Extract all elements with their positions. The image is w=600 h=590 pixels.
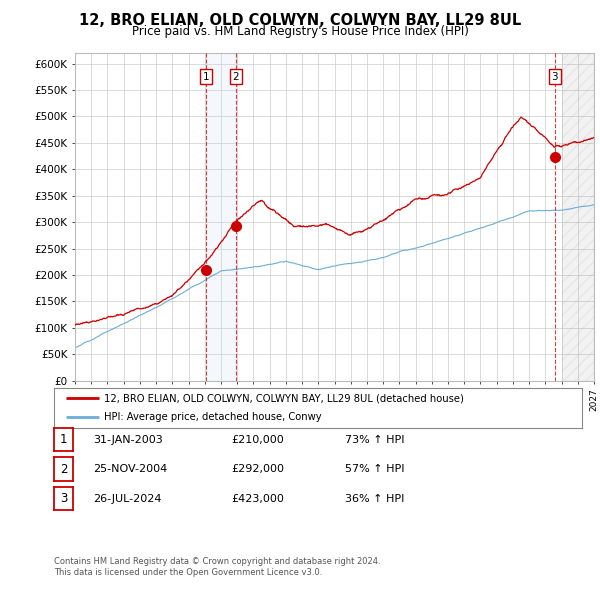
Text: 2: 2 [60,463,67,476]
Text: 73% ↑ HPI: 73% ↑ HPI [345,435,404,444]
Bar [206,53,236,381]
Text: Price paid vs. HM Land Registry's House Price Index (HPI): Price paid vs. HM Land Registry's House … [131,25,469,38]
Text: 2: 2 [233,72,239,82]
Text: £210,000: £210,000 [231,435,284,444]
Text: 12, BRO ELIAN, OLD COLWYN, COLWYN BAY, LL29 8UL: 12, BRO ELIAN, OLD COLWYN, COLWYN BAY, L… [79,13,521,28]
Text: Contains HM Land Registry data © Crown copyright and database right 2024.: Contains HM Land Registry data © Crown c… [54,558,380,566]
Text: 3: 3 [551,72,558,82]
Text: £292,000: £292,000 [231,464,284,474]
Text: 36% ↑ HPI: 36% ↑ HPI [345,494,404,503]
Text: This data is licensed under the Open Government Licence v3.0.: This data is licensed under the Open Gov… [54,568,322,577]
Text: HPI: Average price, detached house, Conwy: HPI: Average price, detached house, Conw… [104,412,322,422]
Text: 57% ↑ HPI: 57% ↑ HPI [345,464,404,474]
Text: 31-JAN-2003: 31-JAN-2003 [93,435,163,444]
Text: 25-NOV-2004: 25-NOV-2004 [93,464,167,474]
Text: 3: 3 [60,492,67,505]
Text: 26-JUL-2024: 26-JUL-2024 [93,494,161,503]
Text: 1: 1 [203,72,209,82]
Text: 1: 1 [60,433,67,446]
Text: 12, BRO ELIAN, OLD COLWYN, COLWYN BAY, LL29 8UL (detached house): 12, BRO ELIAN, OLD COLWYN, COLWYN BAY, L… [104,394,464,404]
Text: £423,000: £423,000 [231,494,284,503]
Bar [562,53,594,381]
